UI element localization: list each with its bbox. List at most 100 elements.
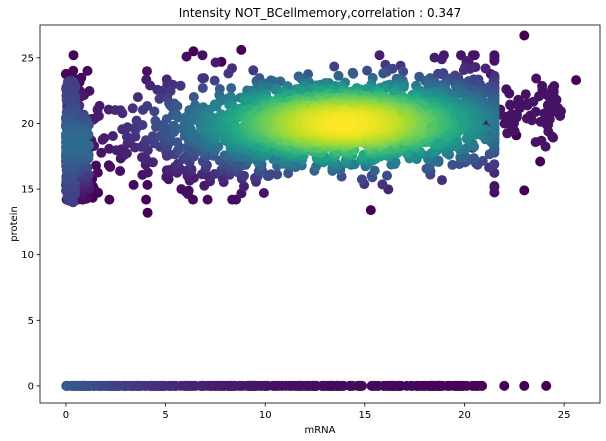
- y-tick-label: 15: [21, 185, 34, 196]
- scatter-point: [455, 152, 466, 163]
- scatter-points: [60, 30, 582, 391]
- scatter-point: [535, 116, 546, 127]
- scatter-point: [104, 194, 115, 205]
- scatter-point: [499, 380, 510, 391]
- y-axis-label: protein: [9, 206, 20, 242]
- scatter-point: [140, 153, 151, 164]
- scatter-point: [541, 380, 552, 391]
- y-tick-label: 0: [28, 381, 34, 392]
- scatter-point: [530, 137, 541, 148]
- scatter-point: [239, 181, 249, 192]
- scatter-point: [519, 380, 530, 391]
- scatter-point: [142, 101, 153, 111]
- scatter-point: [356, 174, 367, 185]
- scatter-point: [377, 179, 388, 190]
- scatter-point: [93, 111, 104, 121]
- scatter-point: [540, 109, 550, 119]
- scatter-point: [531, 73, 542, 84]
- scatter-point: [147, 131, 158, 142]
- y-axis: 0 5 10 15 20 25: [21, 53, 40, 392]
- x-tick-label: 10: [259, 410, 272, 421]
- scatter-point: [91, 160, 101, 171]
- scatter-point: [505, 99, 516, 110]
- scatter-point: [96, 147, 107, 158]
- scatter-point: [188, 92, 199, 102]
- scatter-point: [549, 81, 560, 91]
- scatter-point: [211, 101, 222, 112]
- scatter-point: [149, 106, 160, 117]
- scatter-point: [142, 179, 153, 190]
- scatter-point: [236, 44, 247, 55]
- scatter-point: [333, 70, 344, 81]
- scatter-point: [172, 101, 183, 112]
- y-tick-label: 25: [21, 53, 34, 64]
- scatter-point: [369, 165, 380, 176]
- scatter-point: [436, 54, 447, 65]
- scatter-point: [142, 167, 153, 178]
- scatter-point: [175, 80, 186, 91]
- scatter-point: [197, 83, 208, 93]
- scatter-point: [398, 66, 409, 77]
- scatter-point: [537, 80, 548, 91]
- scatter-point: [117, 108, 128, 119]
- scatter-point: [202, 194, 213, 205]
- scatter-point: [382, 170, 392, 181]
- scatter-point: [119, 146, 129, 156]
- y-tick-label: 5: [28, 316, 34, 327]
- scatter-point: [489, 55, 500, 66]
- scatter-point: [513, 97, 524, 108]
- scatter-point: [168, 120, 179, 131]
- scatter-point: [172, 137, 183, 148]
- scatter-point: [390, 157, 401, 168]
- x-tick-label: 0: [63, 410, 69, 421]
- scatter-point: [107, 131, 118, 141]
- scatter-point: [115, 166, 126, 176]
- scatter-point: [181, 51, 192, 62]
- scatter-point: [142, 207, 153, 218]
- scatter-point: [82, 65, 93, 76]
- x-tick-label: 20: [458, 410, 471, 421]
- scatter-point: [248, 65, 259, 76]
- scatter-point: [541, 89, 552, 100]
- scatter-point: [469, 153, 479, 164]
- chart-title: Intensity NOT_BCellmemory,correlation : …: [179, 6, 462, 20]
- x-tick-label: 5: [162, 410, 168, 421]
- scatter-point: [173, 112, 184, 123]
- scatter-point: [489, 181, 500, 191]
- scatter-point: [223, 68, 234, 79]
- scatter-point: [272, 169, 283, 180]
- scatter-point: [501, 84, 512, 95]
- y-tick-label: 10: [21, 250, 34, 261]
- scatter-point: [535, 156, 546, 167]
- scatter-point: [157, 85, 167, 96]
- scatter-point: [99, 133, 110, 144]
- scatter-point: [61, 380, 72, 391]
- scatter-point: [199, 73, 209, 84]
- scatter-point: [365, 205, 376, 216]
- scatter-point: [543, 126, 554, 137]
- scatter-point: [210, 57, 221, 68]
- scatter-point: [188, 46, 199, 57]
- scatter-point: [103, 160, 114, 171]
- scatter-point: [329, 61, 340, 72]
- scatter-point: [520, 89, 531, 100]
- scatter-point: [571, 75, 582, 86]
- x-axis-label: mRNA: [304, 425, 335, 436]
- scatter-point: [127, 103, 138, 114]
- scatter-point: [141, 194, 152, 205]
- scatter-point: [226, 83, 237, 94]
- scatter-point: [374, 50, 385, 61]
- scatter-point: [519, 30, 530, 41]
- scatter-point: [433, 68, 444, 79]
- scatter-point: [142, 66, 152, 77]
- scatter-point: [502, 128, 513, 139]
- scatter-point: [68, 50, 79, 61]
- scatter-point: [197, 50, 208, 61]
- scatter-point: [69, 138, 80, 149]
- scatter-point: [519, 185, 530, 196]
- scatter-point: [540, 141, 551, 152]
- scatter-point: [447, 159, 458, 170]
- scatter-point: [128, 179, 139, 190]
- scatter-point: [209, 75, 220, 86]
